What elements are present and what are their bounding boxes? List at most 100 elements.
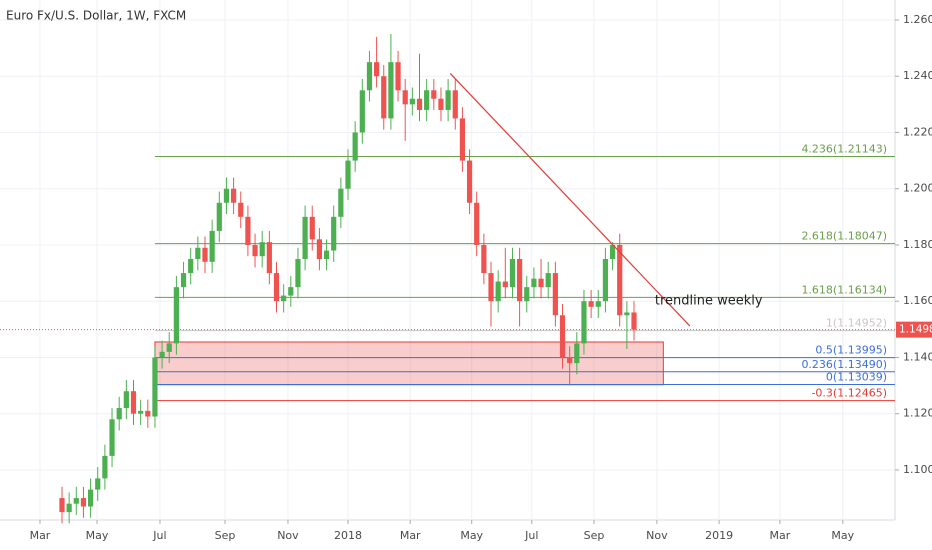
candle-body <box>173 287 179 344</box>
candle-body <box>602 259 609 302</box>
annotation: trendline weekly <box>655 294 763 309</box>
candle-body <box>80 498 87 507</box>
candle-body <box>338 188 344 217</box>
candle-body <box>266 242 272 274</box>
candle-body <box>617 244 623 316</box>
candle-body <box>195 247 201 260</box>
candle-body <box>359 90 365 133</box>
candle-body <box>374 62 380 77</box>
candle-body <box>295 259 301 288</box>
candle-body <box>138 410 144 414</box>
candle-body <box>202 247 208 262</box>
y-tick-label: 1.20000 <box>903 182 932 195</box>
candle-body <box>352 132 358 161</box>
candle-body <box>188 259 194 274</box>
candle-body <box>595 301 601 307</box>
candle-body <box>238 202 244 217</box>
candle-body <box>581 301 587 344</box>
x-tick-label: Sep <box>215 529 236 542</box>
x-tick-label: May <box>831 529 854 542</box>
trendline <box>449 72 691 327</box>
candle-body <box>309 216 315 240</box>
x-tick-label: Nov <box>646 529 668 542</box>
candle-body <box>445 90 451 110</box>
x-tick-label: Nov <box>277 529 299 542</box>
candle-body <box>273 273 280 302</box>
candle-body <box>517 259 523 302</box>
candle-body <box>102 455 108 479</box>
candle-body <box>316 239 323 260</box>
chart-title: Euro Fx/U.S. Dollar, 1W, FXCM <box>6 9 186 23</box>
x-tick-label: May <box>86 529 109 542</box>
candle-body <box>524 287 530 302</box>
y-tick-label: 1.24000 <box>903 69 932 82</box>
x-tick-label: Jul <box>524 529 538 542</box>
x-tick-label: Mar <box>769 529 790 542</box>
candle-body <box>559 315 566 358</box>
fib-label: 2.618(1.18047) <box>801 230 887 243</box>
candle-body <box>259 242 265 257</box>
candle-body <box>166 343 172 352</box>
x-tick-label: Mar <box>30 529 51 542</box>
x-tick-label: 2019 <box>705 529 733 542</box>
last-price-box <box>896 321 932 338</box>
candle-body <box>95 478 101 490</box>
candle-body <box>431 90 437 99</box>
candle-body <box>87 489 94 507</box>
candle-body <box>288 287 294 296</box>
candle-body <box>481 244 487 274</box>
candle-body <box>538 278 544 288</box>
candle-body <box>302 216 308 260</box>
candle-body <box>245 216 251 245</box>
fib-label: -0.3(1.12465) <box>811 387 887 400</box>
zone <box>154 341 664 386</box>
fib-label: 0(1.13039) <box>826 370 887 383</box>
candle-body <box>388 62 394 119</box>
candle-body <box>73 498 79 504</box>
fib-label: 1(1.14952) <box>826 317 887 330</box>
candle-body <box>438 98 444 110</box>
candle-body <box>145 410 151 417</box>
candle-body <box>402 90 408 105</box>
candle-body <box>180 273 187 288</box>
candle-body <box>424 90 430 110</box>
candle-body <box>488 273 494 302</box>
candle-body <box>366 62 373 91</box>
y-tick-label: 1.14000 <box>903 350 932 363</box>
candle-body <box>66 503 72 513</box>
candle-body <box>109 419 115 456</box>
candle-body <box>130 391 137 414</box>
y-tick-label: 1.12000 <box>903 407 932 420</box>
candle-body <box>574 343 580 364</box>
candle-body <box>123 391 129 409</box>
candle-body <box>209 230 215 262</box>
fib-label: 0.5(1.13995) <box>815 344 887 357</box>
candle-body <box>631 312 637 330</box>
candle-body <box>159 351 165 358</box>
candle-body <box>223 188 230 203</box>
candle-body <box>381 76 387 119</box>
candle-body <box>323 250 330 260</box>
candle-body <box>466 160 473 203</box>
fib-label: 4.236(1.21143) <box>801 143 887 156</box>
candle-body <box>116 408 122 420</box>
x-tick-label: Jul <box>152 529 166 542</box>
last-price-label: 1.14989 <box>899 324 932 336</box>
candle-body <box>552 273 558 316</box>
x-tick-label: May <box>460 529 483 542</box>
y-tick-label: 1.26000 <box>903 13 932 26</box>
y-tick-label: 1.18000 <box>903 238 932 251</box>
candle-body <box>452 90 458 119</box>
candle-body <box>230 188 237 203</box>
candle-body <box>624 312 630 316</box>
x-tick-label: 2018 <box>334 529 362 542</box>
candle-body <box>502 281 508 288</box>
candle-body <box>395 62 401 91</box>
candle-body <box>609 244 616 260</box>
y-tick-label: 1.10000 <box>903 463 932 476</box>
y-tick-label: 1.16000 <box>903 294 932 307</box>
fib-label: 0.236(1.13490) <box>801 358 887 371</box>
candle-body <box>252 244 258 257</box>
candle-body <box>588 301 594 307</box>
